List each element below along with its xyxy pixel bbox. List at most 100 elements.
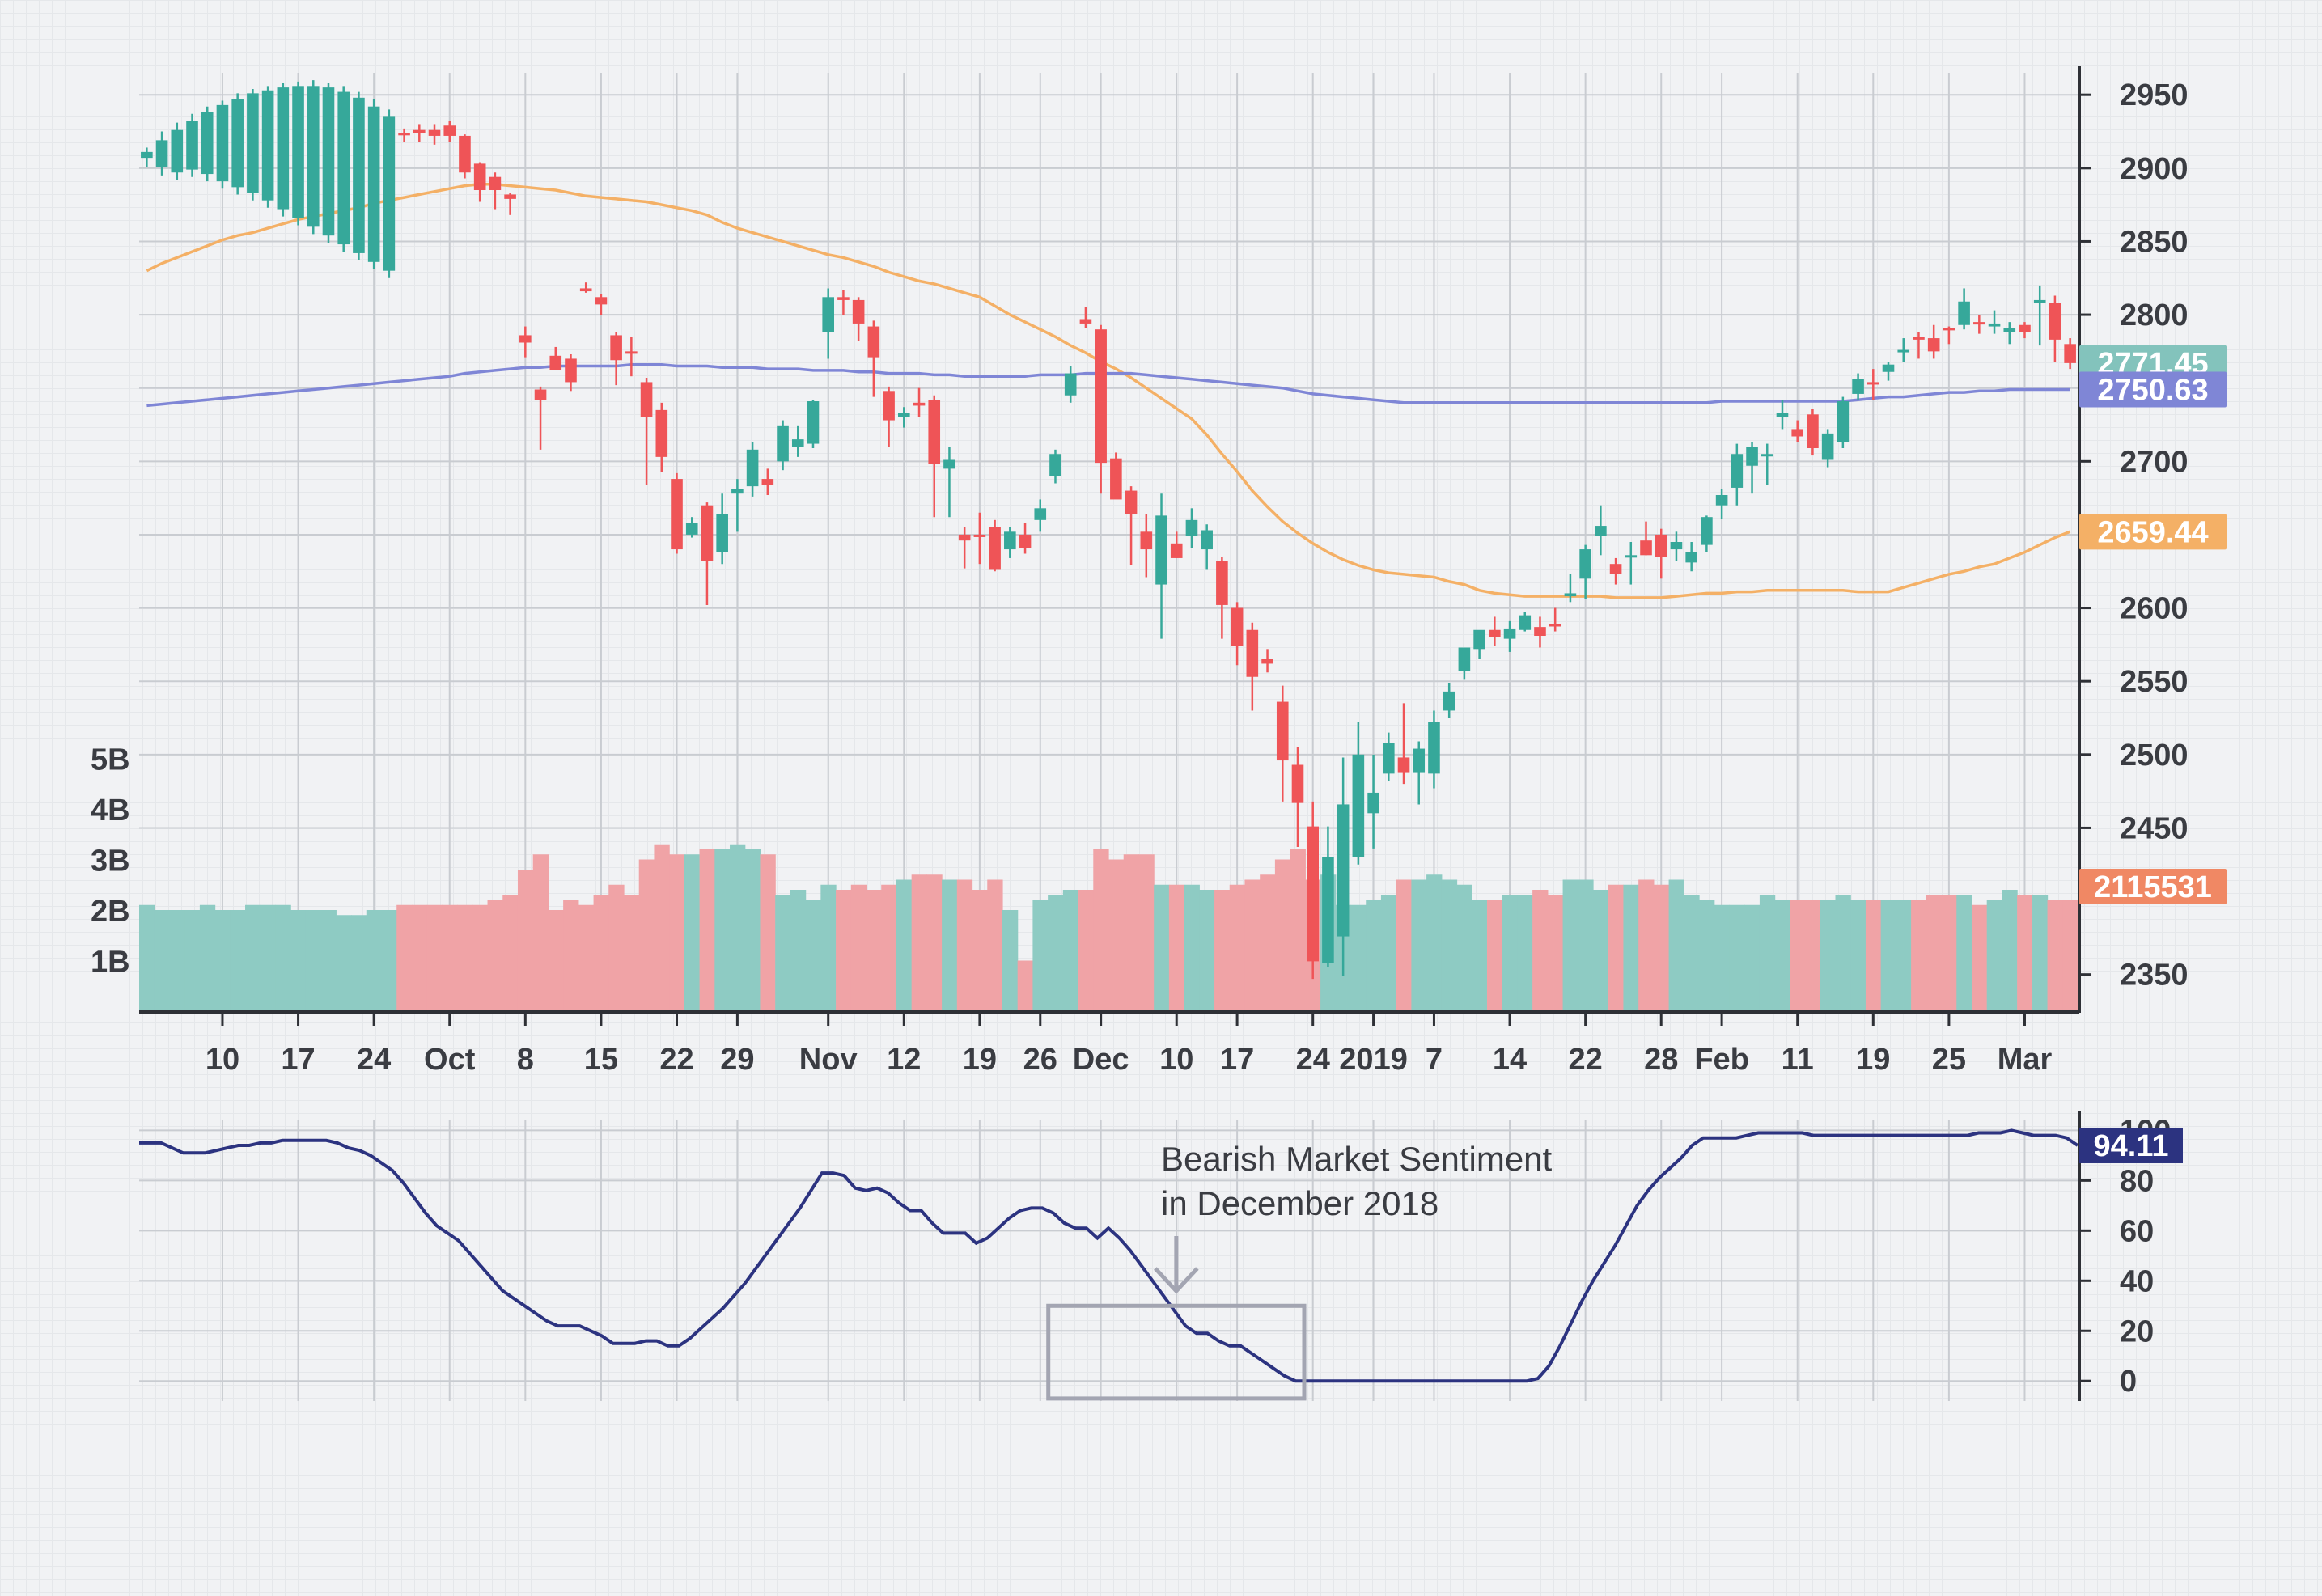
- volume-bar: [230, 910, 246, 1011]
- candle-body: [1004, 531, 1016, 550]
- candle-body: [746, 449, 759, 487]
- candle-body: [1746, 447, 1758, 466]
- volume-bars: [139, 844, 2078, 1011]
- candle-body: [1034, 508, 1047, 520]
- time-tick-label: 7: [1426, 1043, 1443, 1077]
- candle-body: [428, 129, 441, 136]
- candle-body: [1352, 754, 1365, 857]
- candle-body: [489, 176, 502, 190]
- volume-bar: [381, 910, 397, 1011]
- indicator-value-tag-label: 94.11: [2094, 1129, 2169, 1163]
- volume-bar: [1774, 900, 1790, 1011]
- volume-bar: [881, 884, 897, 1011]
- candle-body: [201, 112, 214, 175]
- candle-body: [231, 99, 244, 188]
- time-tick-label: 24: [1296, 1043, 1330, 1077]
- volume-bar: [1168, 884, 1185, 1011]
- volume-bar: [1896, 900, 1912, 1011]
- candle-body: [1382, 743, 1395, 774]
- volume-bar: [1154, 884, 1170, 1011]
- time-tick-label: 11: [1782, 1043, 1814, 1077]
- candle-body: [1821, 433, 1834, 460]
- volume-bar: [744, 849, 761, 1011]
- price-tick-label: 2550: [2120, 665, 2189, 699]
- time-tick-label: 25: [1932, 1043, 1966, 1077]
- candle-body: [1322, 857, 1334, 963]
- candle-body: [625, 351, 638, 354]
- candle-body: [852, 299, 865, 324]
- volume-bar: [578, 904, 595, 1011]
- volume-bar: [760, 854, 776, 1011]
- volume-bar: [1608, 884, 1625, 1011]
- candle-body: [595, 297, 608, 305]
- indicator-series-line: [139, 1128, 2079, 1383]
- candle-body: [1579, 549, 1591, 579]
- volume-bar: [1380, 895, 1397, 1011]
- indicator-tick-label: 20: [2120, 1314, 2154, 1348]
- volume-bar: [1441, 879, 1458, 1011]
- volume-bar: [1593, 890, 1609, 1011]
- volume-bar: [1562, 879, 1578, 1011]
- candle-body: [1685, 552, 1697, 563]
- candle-body: [1413, 748, 1426, 773]
- candle-body: [277, 87, 290, 210]
- candle-body: [337, 91, 350, 245]
- volume-bar: [1184, 884, 1200, 1011]
- candle-body: [807, 401, 820, 444]
- annotation-line-2: in December 2018: [1161, 1184, 1439, 1222]
- price-tick-label: 2350: [2120, 959, 2189, 993]
- volume-bar: [1093, 849, 1109, 1011]
- candle-body: [640, 382, 653, 417]
- volume-bar: [305, 910, 322, 1011]
- candle-body: [1640, 540, 1652, 556]
- volume-bar: [1472, 900, 1488, 1011]
- candle-body: [459, 135, 471, 173]
- candle-body: [1882, 364, 1895, 372]
- volume-bar: [926, 874, 943, 1011]
- volume-bar: [1986, 900, 2003, 1011]
- volume-bar: [260, 904, 277, 1011]
- candle-body: [1958, 301, 1970, 325]
- time-tick-label: 12: [887, 1043, 921, 1077]
- candle-body: [443, 125, 456, 136]
- time-tick-label: Nov: [799, 1043, 858, 1077]
- volume-bar: [850, 884, 867, 1011]
- volume-bar: [1684, 895, 1700, 1011]
- volume-bar: [1578, 879, 1594, 1011]
- moving-average-line: [146, 362, 2070, 408]
- candle-body: [579, 288, 592, 292]
- candle-body: [1458, 647, 1471, 671]
- volume-bar: [351, 915, 367, 1011]
- volume-bar: [1517, 895, 1533, 1011]
- volume-bar: [684, 854, 701, 1011]
- volume-bar: [1668, 879, 1684, 1011]
- volume-bar: [1699, 900, 1715, 1011]
- candle-body: [155, 140, 168, 167]
- price-tick-label: 2900: [2120, 152, 2189, 186]
- annotation-line-1: Bearish Market Sentiment: [1161, 1140, 1553, 1178]
- candle-body: [1473, 629, 1485, 650]
- volume-tick-label: 1B: [91, 946, 130, 980]
- candle-body: [2049, 303, 2061, 340]
- candle-body: [1170, 543, 1183, 558]
- candle-body: [1549, 624, 1561, 627]
- volume-bar: [2062, 900, 2078, 1011]
- volume-bar: [1653, 884, 1670, 1011]
- volume-bar: [336, 915, 352, 1011]
- candle-body: [186, 121, 198, 170]
- candle-body: [1110, 458, 1122, 500]
- volume-bar: [942, 879, 958, 1011]
- volume-bar: [169, 910, 185, 1011]
- candle-body: [777, 425, 789, 462]
- volume-bar: [956, 879, 973, 1011]
- moving-average-lines: [146, 183, 2071, 599]
- volume-bar: [1108, 859, 1125, 1011]
- volume-bar: [214, 910, 231, 1011]
- candle-body: [867, 326, 880, 358]
- candle-body: [913, 402, 926, 406]
- candle-body: [1731, 454, 1744, 488]
- candle-body: [1943, 328, 1955, 331]
- candle-body: [534, 389, 547, 400]
- time-tick-label: Feb: [1694, 1043, 1749, 1077]
- indicator-grid: 100806040200: [139, 1111, 2171, 1401]
